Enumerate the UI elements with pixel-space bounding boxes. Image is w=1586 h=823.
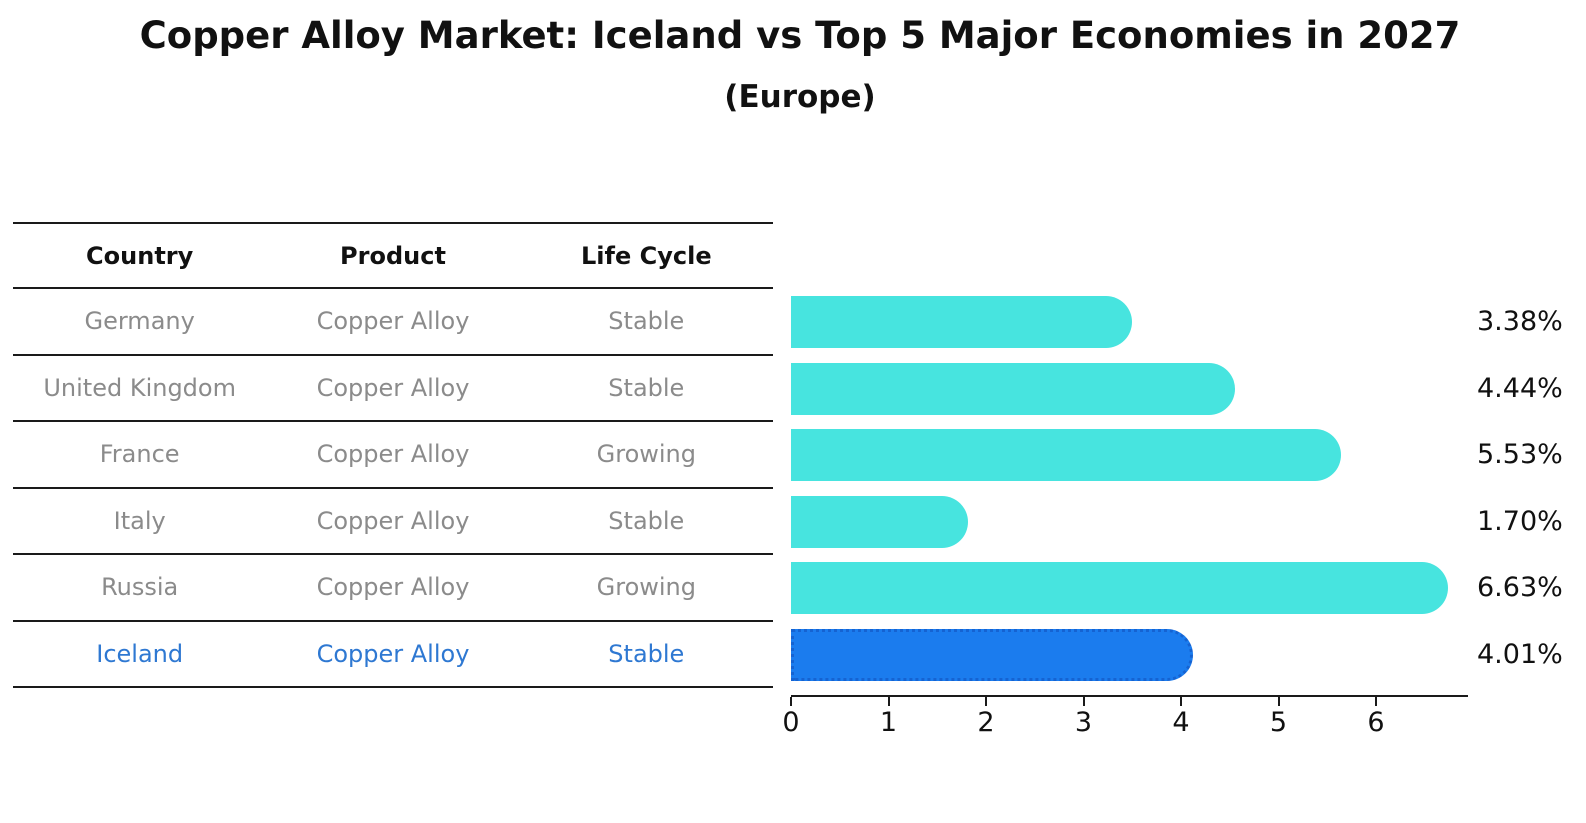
x-axis-tick-label-5: 5	[1269, 707, 1288, 738]
x-axis-tick-label-3: 3	[1074, 707, 1093, 738]
cell-life-cycle: Growing	[596, 440, 696, 469]
cell-product: Copper Alloy	[316, 373, 470, 402]
x-axis-tick-label-4: 4	[1172, 707, 1190, 738]
x-axis-tick-3	[1082, 697, 1085, 706]
x-axis-tick-label-0: 0	[782, 707, 800, 738]
cell-product: Copper Alloy	[316, 440, 470, 469]
cell-life-cycle: Stable	[608, 307, 685, 336]
cell-country: Germany	[84, 307, 195, 336]
cell-country: Iceland	[96, 639, 184, 668]
cell-country: Italy	[113, 506, 166, 535]
cell-product: Copper Alloy	[316, 573, 470, 602]
cell-country: United Kingdom	[43, 373, 236, 402]
table-header-country: Country	[86, 241, 194, 270]
cell-life-cycle: Stable	[608, 639, 685, 668]
x-axis-tick-6	[1375, 697, 1377, 706]
bar-italy	[791, 495, 968, 548]
cell-product: Copper Alloy	[316, 639, 470, 668]
table-row-france: France Copper Alloy Growing	[13, 422, 773, 489]
chart-title: Copper Alloy Market: Iceland vs Top 5 Ma…	[139, 14, 1461, 57]
x-axis-tick-4	[1180, 697, 1182, 706]
cell-country: Russia	[101, 573, 179, 602]
table-body: Germany Copper Alloy Stable United Kingdom C…	[13, 289, 773, 688]
bar-russia	[791, 562, 1449, 615]
table-header-product: Product	[340, 241, 446, 270]
table-row-russia: Russia Copper Alloy Growing	[13, 555, 773, 622]
x-axis-tick-0	[790, 697, 792, 706]
table-row-united-kingdom: United Kingdom Copper Alloy Stable	[13, 356, 773, 422]
cell-country: France	[99, 440, 180, 469]
x-axis-tick-1	[887, 697, 890, 706]
bar-value-label-iceland: 4.01%	[1477, 638, 1563, 670]
table-header-life-cycle: Life Cycle	[581, 241, 712, 270]
table-row-iceland: Iceland Copper Alloy Stable	[13, 622, 773, 688]
cell-product: Copper Alloy	[316, 307, 470, 336]
bar-value-label-united-kingdom: 4.44%	[1477, 372, 1563, 404]
bar-value-label-germany: 3.38%	[1477, 306, 1563, 338]
cell-life-cycle: Growing	[596, 573, 696, 602]
x-axis-line	[791, 695, 1468, 697]
bar-value-label-france: 5.53%	[1477, 439, 1563, 471]
table-row-italy: Italy Copper Alloy Stable	[13, 489, 773, 555]
bar-iceland	[791, 628, 1193, 681]
x-axis-tick-label-6: 6	[1367, 707, 1385, 738]
cell-life-cycle: Stable	[608, 506, 685, 535]
x-axis-tick-label-1: 1	[879, 707, 898, 738]
bar-united-kingdom	[791, 362, 1235, 415]
x-axis-tick-2	[985, 697, 987, 706]
table-header-row: Country Product Life Cycle	[13, 222, 773, 289]
bar-germany	[791, 296, 1132, 349]
chart-subtitle: (Europe)	[724, 79, 876, 115]
bar-value-label-russia: 6.63%	[1477, 572, 1563, 604]
x-axis-tick-5	[1277, 697, 1280, 706]
cell-life-cycle: Stable	[608, 373, 685, 402]
bar-value-label-italy: 1.70%	[1477, 505, 1563, 537]
bar-france	[791, 429, 1342, 482]
table-row-germany: Germany Copper Alloy Stable	[13, 289, 773, 356]
x-axis-tick-label-2: 2	[977, 707, 995, 738]
cell-product: Copper Alloy	[316, 506, 470, 535]
country-table: Country Product Life Cycle Germany Copper…	[13, 222, 773, 688]
